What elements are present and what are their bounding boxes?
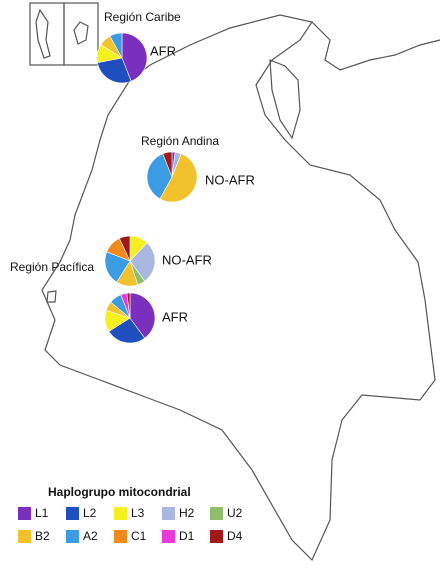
- legend-label: U2: [227, 506, 243, 520]
- legend-swatch: [210, 530, 223, 543]
- pie-label: AFR: [162, 309, 188, 324]
- map-outline: [29, 2, 441, 562]
- pie-slice: [108, 317, 146, 344]
- legend-label: L2: [83, 506, 97, 520]
- region-label: Región Pacífica: [10, 260, 94, 274]
- pie-slice: [104, 251, 131, 283]
- legend-label: C1: [131, 529, 147, 543]
- region-label: Región Andina: [141, 134, 219, 148]
- legend-swatch: [162, 530, 175, 543]
- legend-swatch: [18, 507, 31, 520]
- legend-label: A2: [83, 529, 98, 543]
- pie-label: NO-AFR: [205, 172, 255, 187]
- region-label: Región Caribe: [104, 10, 181, 24]
- pie-slice: [162, 151, 173, 178]
- legend-swatch: [18, 530, 31, 543]
- legend-label: L3: [131, 506, 145, 520]
- legend-swatch: [162, 507, 175, 520]
- legend-swatch: [66, 530, 79, 543]
- pie-slice: [159, 153, 198, 203]
- pie-slice: [121, 32, 148, 82]
- legend-label: D4: [227, 529, 243, 543]
- pie-slice: [146, 153, 173, 200]
- legend-swatch: [114, 530, 127, 543]
- legend-label: L1: [35, 506, 49, 520]
- pie-slice: [97, 57, 132, 84]
- pie-slice: [126, 292, 131, 319]
- pie-label: AFR: [150, 43, 176, 58]
- legend-title: Haplogrupo mitocondrial: [48, 485, 191, 499]
- legend-swatch: [66, 507, 79, 520]
- pie-slice: [129, 242, 156, 282]
- pie-slice: [109, 32, 123, 59]
- legend-label: B2: [35, 529, 50, 543]
- pie-slice: [118, 235, 131, 262]
- legend-label: D1: [179, 529, 195, 543]
- legend-swatch: [210, 507, 223, 520]
- pie-label: NO-AFR: [162, 252, 212, 267]
- legend-swatch: [114, 507, 127, 520]
- pie-slice: [129, 292, 156, 339]
- legend-label: H2: [179, 506, 195, 520]
